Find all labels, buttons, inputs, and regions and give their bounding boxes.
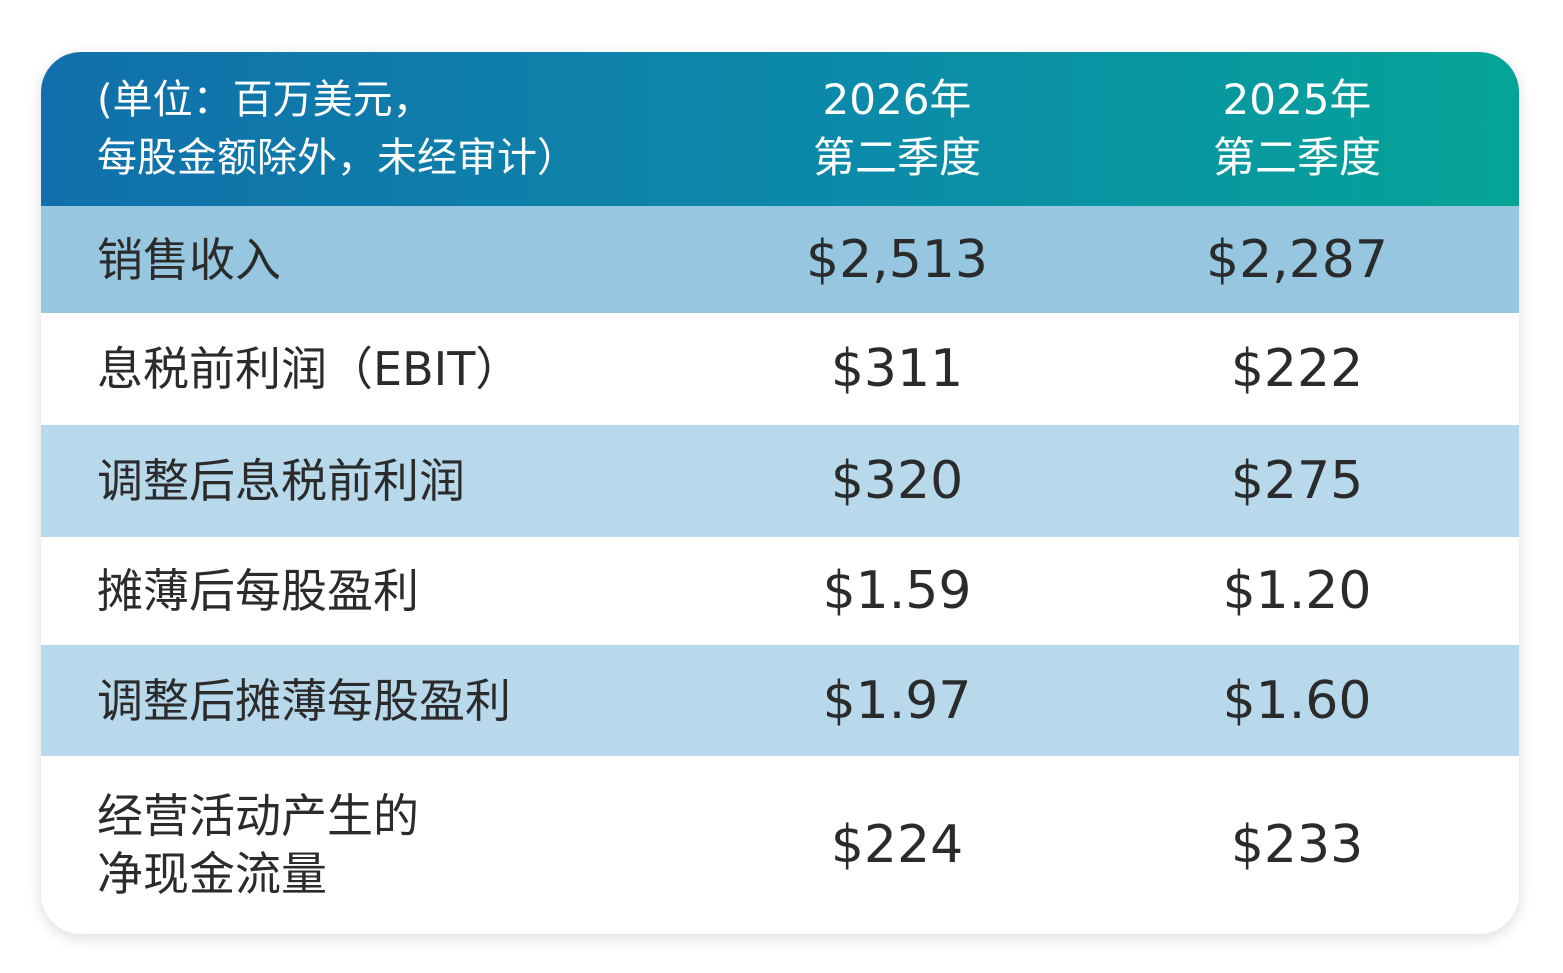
row-value-2026: $1.59 <box>822 561 972 621</box>
row-value-2025: $233 <box>1230 815 1364 875</box>
row-value-2026: $311 <box>830 339 964 399</box>
row-label-diluted-eps: 摊薄后每股盈利 <box>97 564 419 618</box>
row-label-operating-cash-flow: 经营活动产生的 净现金流量 <box>97 789 419 901</box>
row-label-revenue: 销售收入 <box>97 232 281 287</box>
header-col-2026q2: 2026年 第二季度 <box>812 75 981 182</box>
row-label-adjusted-diluted-eps: 调整后摊薄每股盈利 <box>97 673 511 728</box>
table-row: 摊薄后每股盈利 $1.59 $1.20 <box>41 537 1519 645</box>
row-value-2026: $320 <box>830 451 964 511</box>
row-value-2026: $1.97 <box>822 670 972 731</box>
row-value-2026: $2,513 <box>806 229 988 290</box>
row-value-2025: $1.60 <box>1222 670 1372 731</box>
table-row: 销售收入 $2,513 $2,287 <box>41 206 1519 313</box>
table-row: 经营活动产生的 净现金流量 $224 $233 <box>41 756 1519 934</box>
header-col-2025q2: 2025年 第二季度 <box>1212 75 1381 182</box>
row-label-adjusted-ebit: 调整后息税前利润 <box>97 454 465 508</box>
row-value-2026: $224 <box>830 815 964 875</box>
table-row: 息税前利润（EBIT） $311 $222 <box>41 313 1519 425</box>
row-label-ebit: 息税前利润（EBIT） <box>97 342 522 396</box>
row-value-2025: $2,287 <box>1206 229 1388 290</box>
table-row: 调整后息税前利润 $320 $275 <box>41 425 1519 537</box>
header-units-label: (单位：百万美元， 每股金额除外，未经审计） <box>97 77 577 181</box>
table-row: 调整后摊薄每股盈利 $1.97 $1.60 <box>41 645 1519 756</box>
table-header: (单位：百万美元， 每股金额除外，未经审计） 2026年 第二季度 2025年 … <box>41 52 1519 206</box>
financial-table: (单位：百万美元， 每股金额除外，未经审计） 2026年 第二季度 2025年 … <box>41 52 1519 934</box>
row-value-2025: $1.20 <box>1222 561 1372 621</box>
row-value-2025: $275 <box>1230 451 1364 511</box>
row-value-2025: $222 <box>1230 339 1364 399</box>
